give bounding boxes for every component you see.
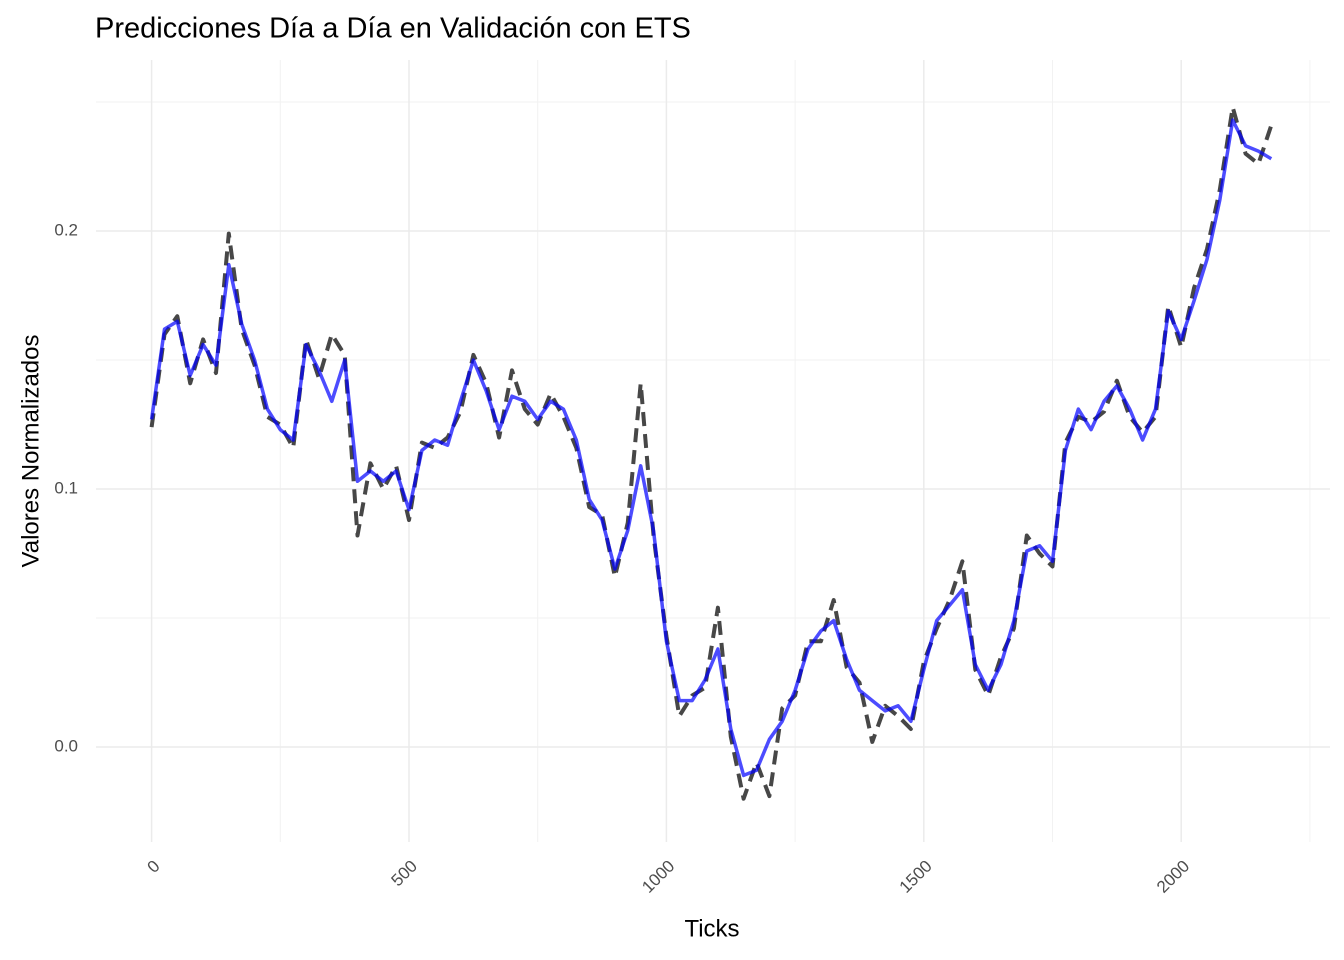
x-tick-label: 0 — [143, 857, 163, 877]
series-line — [149, 118, 1273, 778]
y-tick-label: 0.0 — [54, 737, 78, 756]
y-tick-label: 0.2 — [54, 221, 78, 240]
series-line — [149, 105, 1274, 801]
chart-title: Predicciones Día a Día en Validación con… — [95, 13, 691, 45]
x-tick-label: 500 — [388, 857, 421, 890]
y-axis-label: Valores Normalizados — [17, 335, 44, 568]
y-tick-label: 0.1 — [54, 479, 78, 498]
x-tick-label: 1000 — [638, 857, 678, 897]
x-tick-label: 2000 — [1153, 857, 1193, 897]
x-axis-label: Ticks — [684, 915, 739, 942]
x-tick-label: 1500 — [896, 857, 936, 897]
